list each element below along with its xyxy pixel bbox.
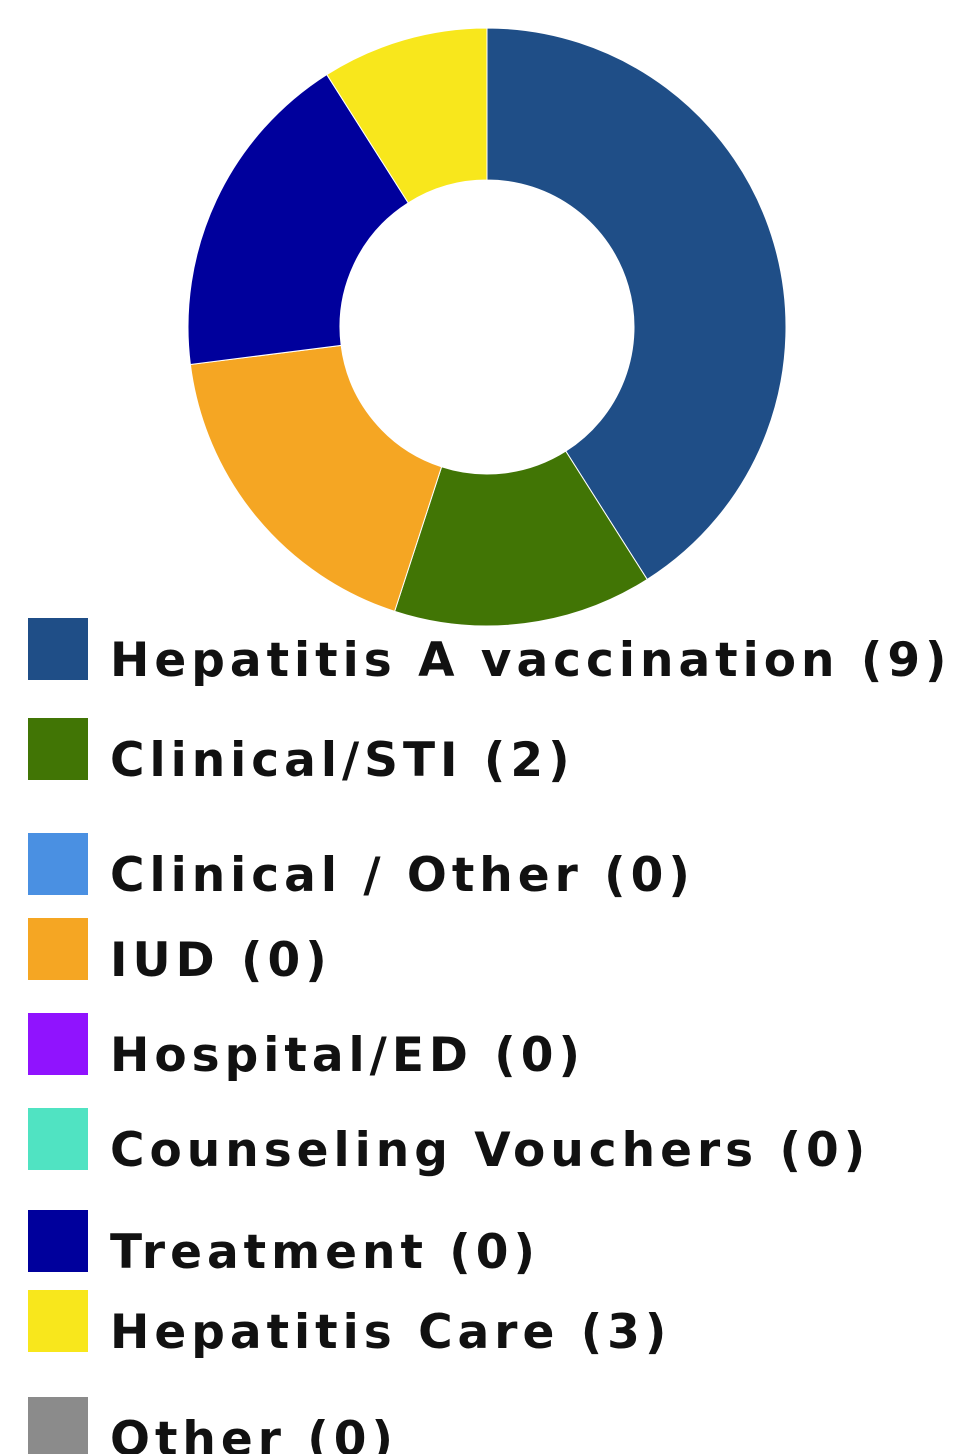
legend-label: Other (0) bbox=[110, 1412, 398, 1454]
slice bbox=[486, 27, 787, 581]
legend-swatch bbox=[28, 1013, 88, 1075]
legend-label: Clinical / Other (0) bbox=[110, 848, 695, 903]
legend-swatch bbox=[28, 618, 88, 680]
legend-label: Hospital/ED (0) bbox=[110, 1028, 585, 1083]
legend-label: Treatment (0) bbox=[110, 1225, 540, 1280]
legend-label: Clinical/STI (2) bbox=[110, 733, 575, 788]
slice bbox=[189, 344, 443, 612]
slice bbox=[187, 73, 409, 366]
legend-swatch bbox=[28, 918, 88, 980]
legend-label: Counseling Vouchers (0) bbox=[110, 1123, 870, 1178]
legend-label: Hepatitis Care (3) bbox=[110, 1305, 671, 1360]
slice bbox=[393, 450, 648, 627]
slice bbox=[326, 27, 488, 204]
legend-label: IUD (0) bbox=[110, 933, 332, 988]
legend-swatch bbox=[28, 1210, 88, 1272]
legend-swatch bbox=[28, 1290, 88, 1352]
legend-swatch bbox=[28, 833, 88, 895]
legend-label: Hepatitis A vaccination (9) bbox=[110, 633, 952, 688]
legend-swatch bbox=[28, 1108, 88, 1170]
legend-swatch bbox=[28, 1397, 88, 1454]
legend-swatch bbox=[28, 718, 88, 780]
